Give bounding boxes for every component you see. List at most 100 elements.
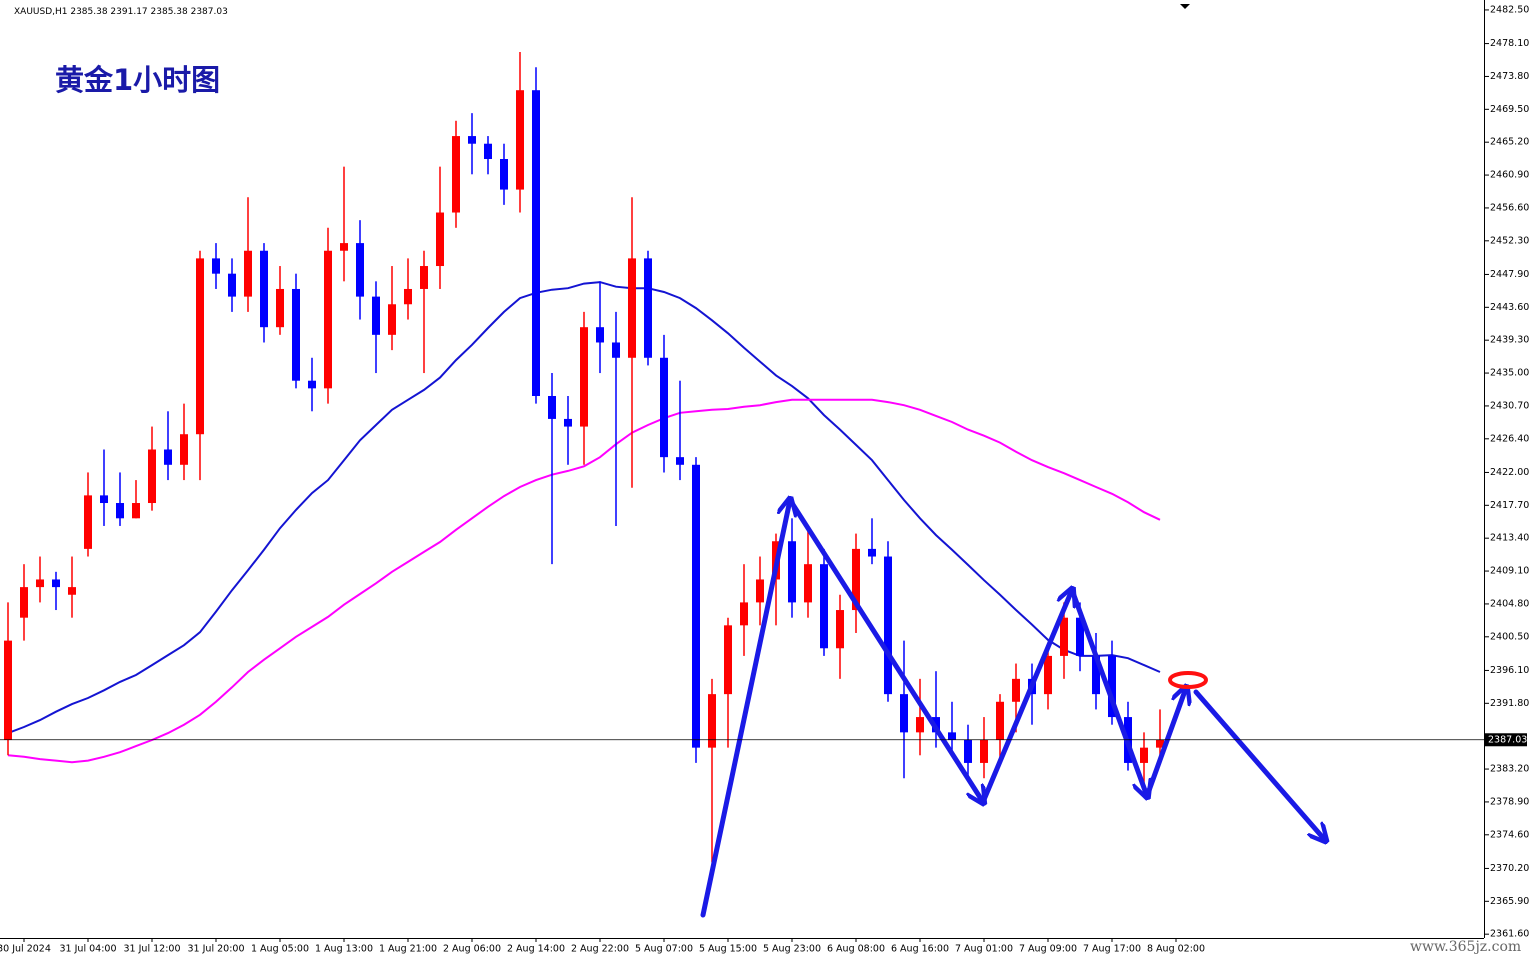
x-tick-label: 5 Aug 07:00 (635, 944, 693, 955)
candle-body (228, 273, 236, 297)
y-tick-label: 2478.10 (1490, 38, 1529, 49)
moving-average (7, 398, 1161, 764)
candle-body (212, 258, 220, 274)
candle-body (276, 288, 284, 328)
candle-body (452, 136, 460, 213)
y-tick-label: 2452.30 (1490, 235, 1529, 246)
y-tick-label: 2473.80 (1490, 71, 1529, 82)
x-tick-label: 31 Jul 04:00 (60, 944, 117, 955)
candle-body (596, 327, 604, 343)
candle-body (324, 250, 332, 389)
candle-body (804, 564, 812, 603)
candle-body (36, 579, 44, 588)
candle-body (1044, 655, 1052, 695)
candle-body (420, 266, 428, 289)
candle-body (1108, 655, 1116, 718)
y-tick-label: 2365.90 (1490, 896, 1529, 907)
candle-body (1156, 740, 1164, 748)
x-tick-label: 1 Aug 05:00 (251, 944, 309, 955)
arrow (787, 497, 983, 802)
candle-body (516, 90, 524, 190)
candle-body (4, 640, 12, 741)
y-tick-label: 2430.70 (1490, 400, 1529, 411)
candle-body (164, 449, 172, 465)
arrow (1193, 689, 1325, 840)
candle-body (484, 143, 492, 160)
y-tick-label: 2447.90 (1490, 269, 1529, 280)
candle-body (180, 434, 188, 465)
y-tick-label: 2391.80 (1490, 698, 1529, 709)
arrow (1144, 688, 1186, 799)
x-tick-label: 7 Aug 17:00 (1083, 944, 1141, 955)
candle-body (644, 258, 652, 358)
highlight-ellipse (1168, 671, 1208, 689)
candle-body (20, 587, 28, 618)
x-tick-label: 8 Aug 02:00 (1147, 944, 1205, 955)
candle-body (500, 159, 508, 190)
y-tick-label: 2378.90 (1490, 796, 1529, 807)
y-tick-label: 2374.60 (1490, 829, 1529, 840)
candle-body (708, 694, 716, 748)
candle-body (436, 212, 444, 267)
candle-body (340, 243, 348, 251)
candle-body (116, 503, 124, 519)
y-tick-label: 2422.00 (1490, 467, 1529, 478)
y-tick-label: 2443.60 (1490, 302, 1529, 313)
y-tick-label: 2439.30 (1490, 335, 1529, 346)
x-tick-label: 2 Aug 22:00 (571, 944, 629, 955)
y-tick-label: 2383.20 (1490, 764, 1529, 775)
shift-marker (1180, 4, 1190, 9)
current-price-box (1485, 733, 1527, 747)
arrow (1069, 587, 1147, 796)
x-tick-label: 2 Aug 06:00 (443, 944, 501, 955)
x-tick-label: 2 Aug 14:00 (507, 944, 565, 955)
candle-body (564, 418, 572, 427)
y-tick-label: 2469.50 (1490, 104, 1529, 115)
candle-body (68, 587, 76, 595)
candle-body (692, 464, 700, 748)
arrow (980, 590, 1072, 805)
candle-body (148, 449, 156, 504)
candle-body (404, 288, 412, 305)
x-tick-label: 5 Aug 23:00 (763, 944, 821, 955)
candle-body (996, 701, 1004, 741)
header: XAUUSD,H1 2385.38 2391.17 2385.38 2387.0… (14, 7, 228, 17)
y-tick-label: 2460.90 (1490, 170, 1529, 181)
candle-body (724, 625, 732, 695)
candle-body (132, 503, 140, 519)
x-tick-label: 30 Jul 2024 (0, 944, 51, 955)
candle-body (260, 250, 268, 328)
candle-body (196, 258, 204, 435)
candle-body (468, 136, 476, 144)
candle-body (292, 288, 300, 381)
y-tick-label: 2426.40 (1490, 433, 1529, 444)
candle-body (836, 610, 844, 649)
x-tick-label: 1 Aug 13:00 (315, 944, 373, 955)
x-tick-label: 7 Aug 01:00 (955, 944, 1013, 955)
candle-body (84, 495, 92, 549)
y-tick-label: 2409.10 (1490, 566, 1529, 577)
y-tick-label: 2370.20 (1490, 863, 1529, 874)
candle-body (916, 717, 924, 733)
candle-body (548, 395, 556, 419)
y-tick-label: 2417.70 (1490, 500, 1529, 511)
candle-body (756, 579, 764, 603)
candle-body (884, 556, 892, 695)
y-tick-label: 2361.60 (1490, 929, 1529, 940)
candle-body (1012, 678, 1020, 702)
y-tick-label: 2404.80 (1490, 598, 1529, 609)
candle-body (868, 548, 876, 557)
candle-body (900, 694, 908, 733)
annotation-arrows (700, 497, 1325, 918)
chart-title: 黄金1小时图 (55, 63, 220, 97)
candle-body (964, 740, 972, 763)
candle-body (356, 243, 364, 297)
arrow (700, 500, 790, 918)
current-price-label: 2387.03 (1488, 734, 1527, 745)
candle-body (244, 250, 252, 297)
candle-body (852, 548, 860, 611)
candle-body (100, 495, 108, 504)
